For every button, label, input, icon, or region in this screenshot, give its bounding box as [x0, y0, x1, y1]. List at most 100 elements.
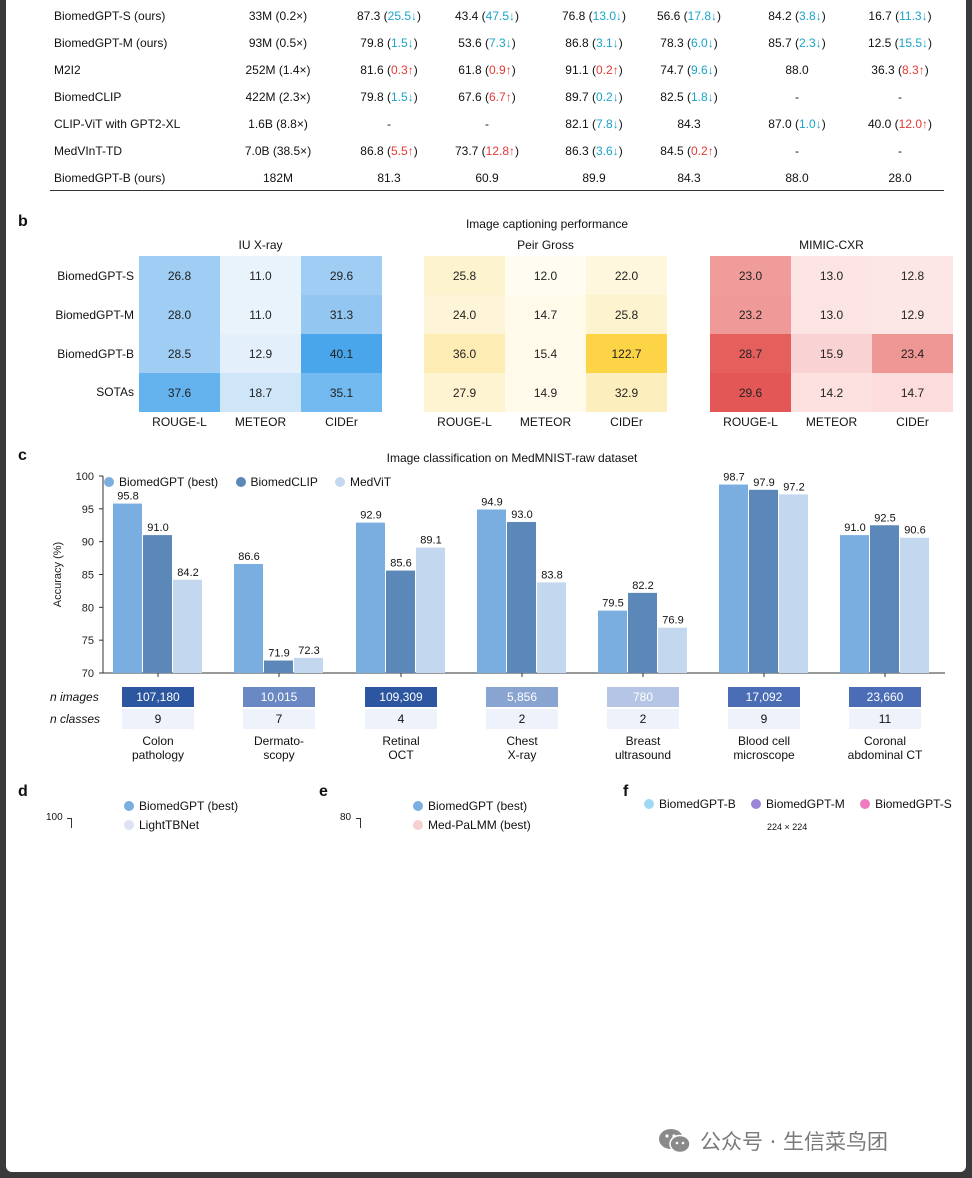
- n-classes-badge: 2: [607, 709, 679, 729]
- table-score-delta: 7.8↓: [596, 117, 619, 131]
- table-score-cell: 82.1 (7.8↓): [565, 117, 623, 131]
- n-classes-badge: 9: [728, 709, 800, 729]
- heatmap-cell: 35.1: [301, 373, 382, 412]
- heatmap-row-label: SOTAs: [96, 385, 134, 399]
- n-images-badge: 10,015: [243, 687, 315, 707]
- section-d-label: d: [18, 783, 28, 800]
- table-score-delta: 6.0↓: [691, 36, 714, 50]
- table-model-name: BiomedGPT-B (ours): [54, 171, 166, 185]
- bar-value-label: 83.8: [541, 569, 562, 581]
- table-score-value: 43.4: [454, 9, 479, 23]
- section-e-axis-stub: [356, 818, 361, 828]
- section-d-axis-stub: [67, 818, 72, 828]
- bar-medvit: [658, 627, 687, 673]
- bar-medvit: [779, 494, 808, 673]
- table-score-cell: 73.7 (12.8↑): [454, 144, 520, 158]
- table-score-delta: 5.5↑: [391, 144, 414, 158]
- table-score-value: 40.0: [867, 117, 892, 131]
- bar-value-label: 71.9: [268, 648, 289, 660]
- bar-biomedgpt: [719, 484, 748, 673]
- watermark-text: 公众号 · 生信菜鸟团: [700, 1130, 889, 1154]
- table-model-name: BiomedGPT-S (ours): [54, 9, 166, 23]
- heatmap-cell: 23.4: [872, 334, 953, 373]
- section-c-label: c: [18, 447, 27, 464]
- bar-biomedgpt: [840, 535, 869, 673]
- table-score-value: 89.7: [565, 90, 589, 104]
- table-score-value: 28.0: [888, 171, 912, 185]
- n-images-badge: 780: [607, 687, 679, 707]
- bar-medvit: [537, 582, 566, 673]
- bar-biomedclip: [143, 535, 172, 673]
- table-score-value: 84.3: [677, 117, 701, 131]
- table-score-value: 79.8: [360, 90, 384, 104]
- table-model-name: M2I2: [54, 63, 81, 77]
- heatmap-cell: 14.9: [505, 373, 586, 412]
- table-score-value: 73.7: [454, 144, 479, 158]
- heatmap-cell: 25.8: [424, 256, 505, 295]
- legend-f-b: BiomedGPT-B: [644, 797, 736, 811]
- table-score-value: 87.0: [768, 117, 792, 131]
- table-score-value: 56.6: [656, 9, 681, 23]
- heatmap-cell: 26.8: [139, 256, 220, 295]
- table-score-value: 86.8: [565, 36, 589, 50]
- section-f-label: f: [623, 783, 629, 800]
- table-model-name: BiomedCLIP: [54, 90, 122, 104]
- legend-d-biomedgpt: BiomedGPT (best): [124, 797, 238, 816]
- table-score-cell: 89.7 (0.2↓): [565, 90, 623, 104]
- table-score-value: 36.3: [871, 63, 895, 77]
- table-score-value: 60.9: [475, 171, 499, 185]
- heatmap-cell: 31.3: [301, 295, 382, 334]
- classification-title: Image classification on MedMNIST-raw dat…: [386, 451, 638, 465]
- heatmap-cell: 11.0: [220, 256, 301, 295]
- table-score-value: 87.3: [356, 9, 381, 23]
- legend-d-lighttbnet: LightTBNet: [124, 816, 238, 835]
- table-score-cell: -: [898, 144, 902, 158]
- bar-value-label: 95.8: [117, 491, 138, 503]
- legend-f-swatch-s: [860, 799, 871, 809]
- table-score-delta: 7.3↓: [489, 36, 512, 50]
- table-score-cell: 79.8 (1.5↓): [360, 90, 418, 104]
- bar-value-label: 92.5: [874, 512, 895, 524]
- table-score-cell: 43.4 (47.5↓): [454, 9, 520, 23]
- table-score-cell: 81.3: [377, 171, 400, 185]
- bar-value-label: 72.3: [298, 645, 319, 657]
- table-score-delta: 8.3↑: [902, 63, 925, 77]
- bar-value-label: 93.0: [511, 509, 532, 521]
- bar-biomedgpt: [598, 610, 627, 673]
- table-score-value: 67.6: [458, 90, 482, 104]
- bar-biomedclip: [628, 592, 657, 673]
- table-score-cell: 28.0: [888, 171, 911, 185]
- legend-item-biomedclip: BiomedCLIP: [235, 475, 318, 489]
- table-score-delta: 25.5↓: [387, 9, 418, 23]
- category-label: ultrasound: [615, 748, 671, 762]
- bar-medvit: [900, 537, 929, 673]
- table-score-cell: -: [795, 144, 799, 158]
- table-score-value: -: [795, 90, 799, 104]
- table-score-delta: 9.6↓: [691, 63, 714, 77]
- table-score-value: 85.7: [768, 36, 792, 50]
- table-score-value: -: [387, 117, 391, 131]
- bar-value-label: 82.2: [632, 580, 653, 592]
- category-label: Coronal: [864, 734, 906, 748]
- heatmap-col-label: CIDEr: [896, 415, 929, 429]
- bar-value-label: 90.6: [904, 525, 925, 537]
- heatmap-col-label: ROUGE-L: [723, 415, 778, 429]
- legend-f-s: BiomedGPT-S: [860, 797, 952, 811]
- bar-value-label: 92.9: [360, 510, 381, 522]
- captioning-title: Image captioning performance: [465, 217, 629, 231]
- table-score-delta: 1.0↓: [799, 117, 822, 131]
- bar-value-label: 91.0: [147, 522, 168, 534]
- heatmap-col-label: CIDEr: [325, 415, 358, 429]
- table-score-delta: 0.3↑: [391, 63, 414, 77]
- bar-value-label: 98.7: [723, 472, 744, 484]
- table-score-value: 84.2: [768, 9, 792, 23]
- table-score-cell: 86.8 (5.5↑): [360, 144, 418, 158]
- heatmap-cell: 27.9: [424, 373, 505, 412]
- y-tick-label: 85: [82, 570, 94, 582]
- table-score-cell: 84.3: [677, 117, 700, 131]
- table-param-count: 93M (0.5×): [248, 36, 308, 50]
- section-d-ytick: 100: [46, 812, 63, 823]
- table-score-value: 76.8: [561, 9, 586, 23]
- heatmap-row-label: BiomedGPT-B: [57, 347, 134, 361]
- heatmap-col-label: METEOR: [519, 415, 572, 429]
